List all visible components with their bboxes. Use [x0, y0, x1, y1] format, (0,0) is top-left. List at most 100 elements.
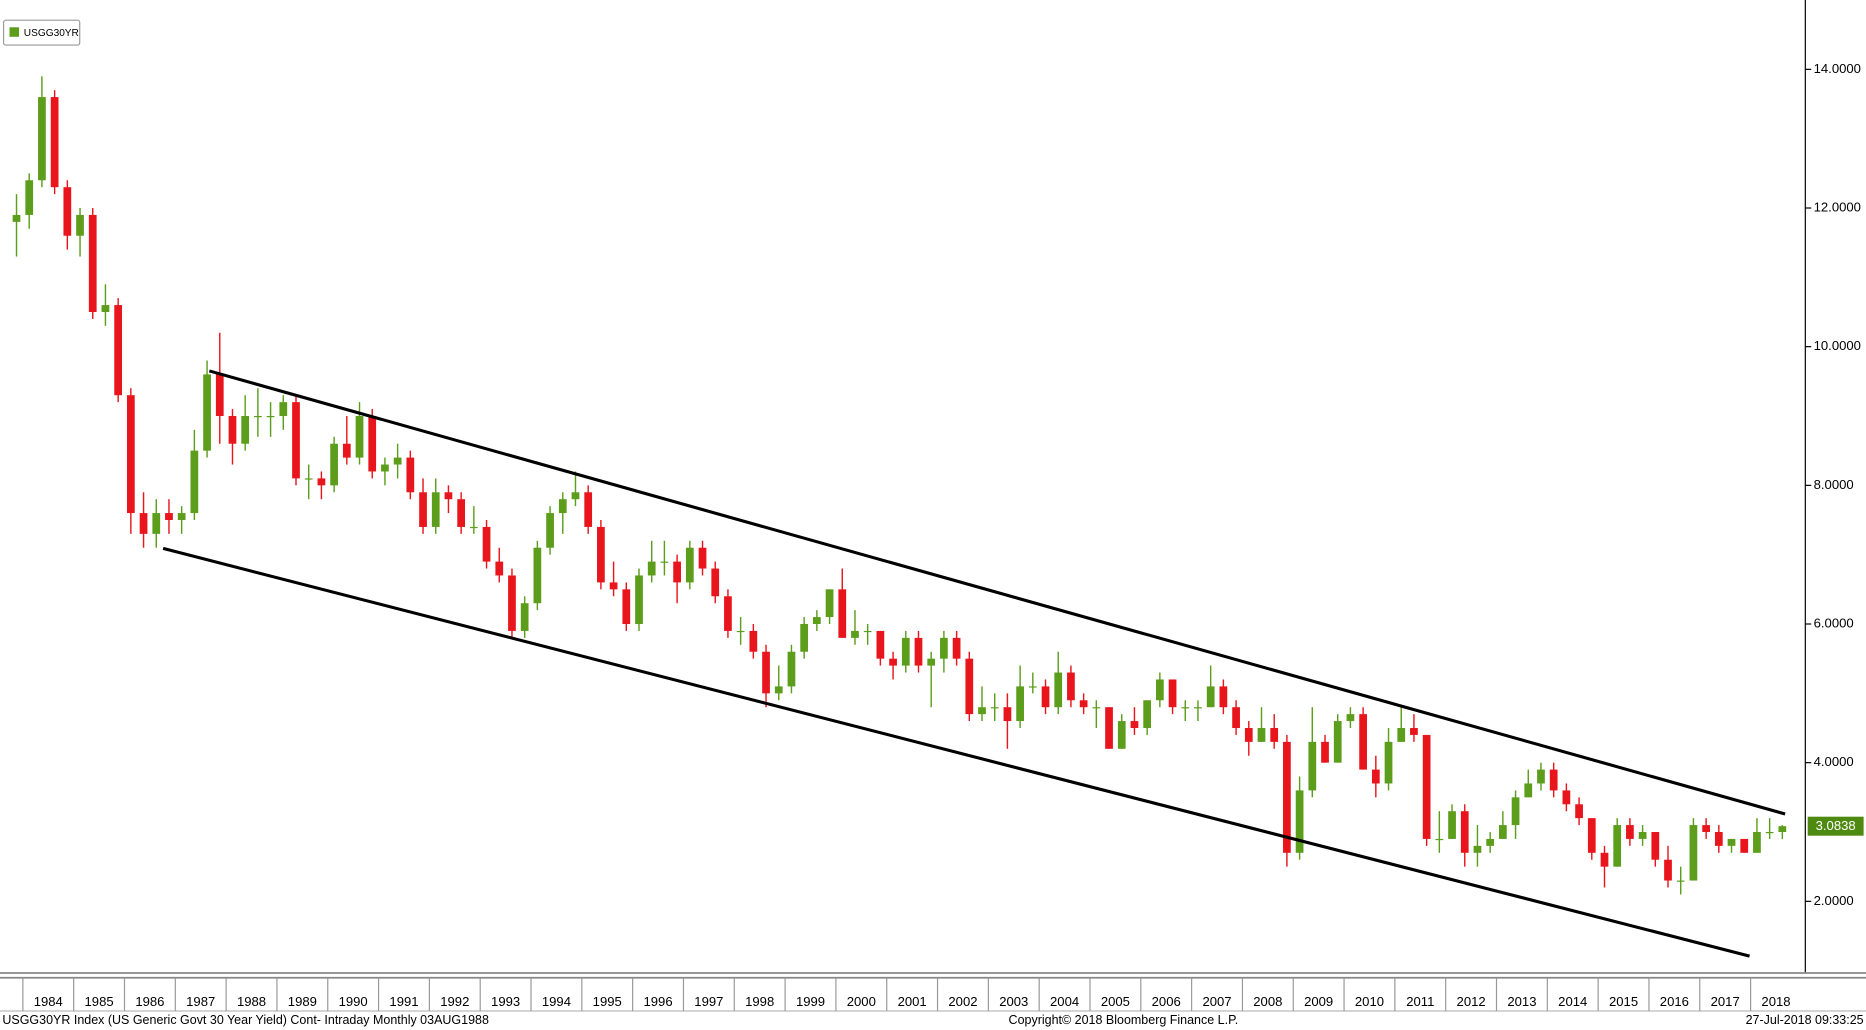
- candle-body: [114, 305, 123, 396]
- candle-body: [1067, 672, 1075, 701]
- footer-right: 27-Jul-2018 09:33:25: [1746, 1013, 1864, 1027]
- candle-body: [431, 492, 440, 527]
- candle-body: [1283, 741, 1291, 853]
- x-tick-label: 2008: [1253, 994, 1282, 1009]
- candle-body: [1016, 686, 1024, 722]
- candle-body: [952, 637, 961, 659]
- candle-body: [1702, 825, 1710, 833]
- candle-body: [1028, 686, 1037, 688]
- y-tick-label: 12.0000: [1814, 199, 1861, 214]
- candle-body: [762, 651, 770, 694]
- candle-body: [1778, 826, 1787, 833]
- candle-body: [1168, 679, 1177, 708]
- candle-body: [1054, 672, 1063, 708]
- legend-swatch: [9, 27, 20, 37]
- candle-body: [1638, 832, 1647, 839]
- candle-body: [1626, 825, 1634, 839]
- candle-body: [1753, 832, 1761, 853]
- candle-body: [698, 547, 707, 569]
- y-tick-label: 8.0000: [1814, 477, 1854, 492]
- candle-body: [876, 630, 885, 659]
- footer-center: Copyright© 2018 Bloomberg Finance L.P.: [1009, 1013, 1239, 1027]
- candle-body: [266, 416, 275, 418]
- x-tick-label: 1986: [135, 994, 164, 1009]
- candle-body: [520, 603, 529, 631]
- candle-body: [1003, 707, 1012, 722]
- x-tick-label: 2005: [1101, 994, 1130, 1009]
- x-tick-label: 2000: [847, 994, 876, 1009]
- candle-body: [50, 97, 59, 188]
- x-tick-label: 1995: [593, 994, 622, 1009]
- candle-body: [1155, 679, 1164, 701]
- candle-body: [1333, 721, 1342, 763]
- candle-body: [1460, 811, 1469, 853]
- candle-body: [914, 637, 923, 666]
- x-tick-label: 1988: [237, 994, 266, 1009]
- candle-body: [1600, 852, 1609, 867]
- candle-body: [1727, 838, 1736, 846]
- candle-body: [940, 637, 948, 659]
- x-tick-label: 2006: [1152, 994, 1181, 1009]
- candle-body: [558, 499, 567, 514]
- candle-body: [1410, 728, 1418, 735]
- candle-body: [12, 214, 21, 222]
- candle-body: [1130, 721, 1139, 729]
- candle-body: [1664, 859, 1672, 881]
- candle-body: [444, 492, 453, 500]
- candle-body: [851, 630, 859, 638]
- candle-body: [1206, 686, 1215, 708]
- x-tick-label: 1989: [288, 994, 317, 1009]
- candle-body: [622, 589, 631, 625]
- candle-body: [647, 561, 656, 576]
- candle-body: [800, 624, 809, 652]
- candle-body: [1105, 707, 1113, 749]
- candle-body: [469, 526, 478, 529]
- candle-body: [736, 630, 745, 633]
- candle-body: [1257, 728, 1266, 742]
- candle-body: [1537, 769, 1545, 784]
- last-price-box: [1807, 816, 1864, 836]
- candle-body: [1232, 707, 1240, 729]
- candle-body: [1549, 769, 1558, 791]
- candle-body: [1371, 769, 1380, 784]
- candle-body: [152, 513, 161, 534]
- candle-body: [1346, 714, 1355, 722]
- candle-body: [1562, 790, 1571, 805]
- candle-body: [1143, 700, 1152, 729]
- candle-body: [990, 707, 999, 709]
- candle-body: [165, 513, 173, 521]
- candle-body: [1384, 741, 1393, 784]
- candle-body: [508, 575, 516, 631]
- candle-body: [355, 416, 364, 458]
- candle-body: [1244, 728, 1253, 742]
- candle-body: [330, 443, 338, 486]
- candle-body: [1448, 811, 1456, 839]
- x-tick-label: 2017: [1711, 994, 1740, 1009]
- candle-body: [1689, 825, 1698, 881]
- candle-body: [1511, 797, 1520, 826]
- candle-body: [1587, 818, 1596, 853]
- x-tick-label: 2011: [1406, 994, 1434, 1009]
- candle-body: [126, 395, 135, 514]
- candle-body: [825, 589, 834, 618]
- y-tick-label: 2.0000: [1814, 893, 1854, 908]
- candle-body: [749, 630, 758, 652]
- y-tick-label: 6.0000: [1814, 615, 1854, 630]
- candle-body: [660, 561, 669, 563]
- candle-body: [279, 402, 288, 417]
- x-tick-label: 2007: [1202, 994, 1231, 1009]
- candle-body: [774, 686, 783, 694]
- candle-body: [927, 658, 936, 666]
- candle-body: [1092, 707, 1101, 709]
- candle-body: [215, 374, 224, 417]
- candle-body: [901, 637, 910, 666]
- candle-body: [1270, 728, 1279, 742]
- candle-body: [812, 617, 821, 625]
- candle-body: [1422, 734, 1431, 839]
- candle-body: [533, 547, 542, 604]
- candle-body: [254, 416, 262, 418]
- candle-body: [597, 526, 605, 583]
- trend-line: [162, 546, 1750, 958]
- candle-body: [1295, 790, 1304, 853]
- legend: USGG30YR: [2, 19, 81, 46]
